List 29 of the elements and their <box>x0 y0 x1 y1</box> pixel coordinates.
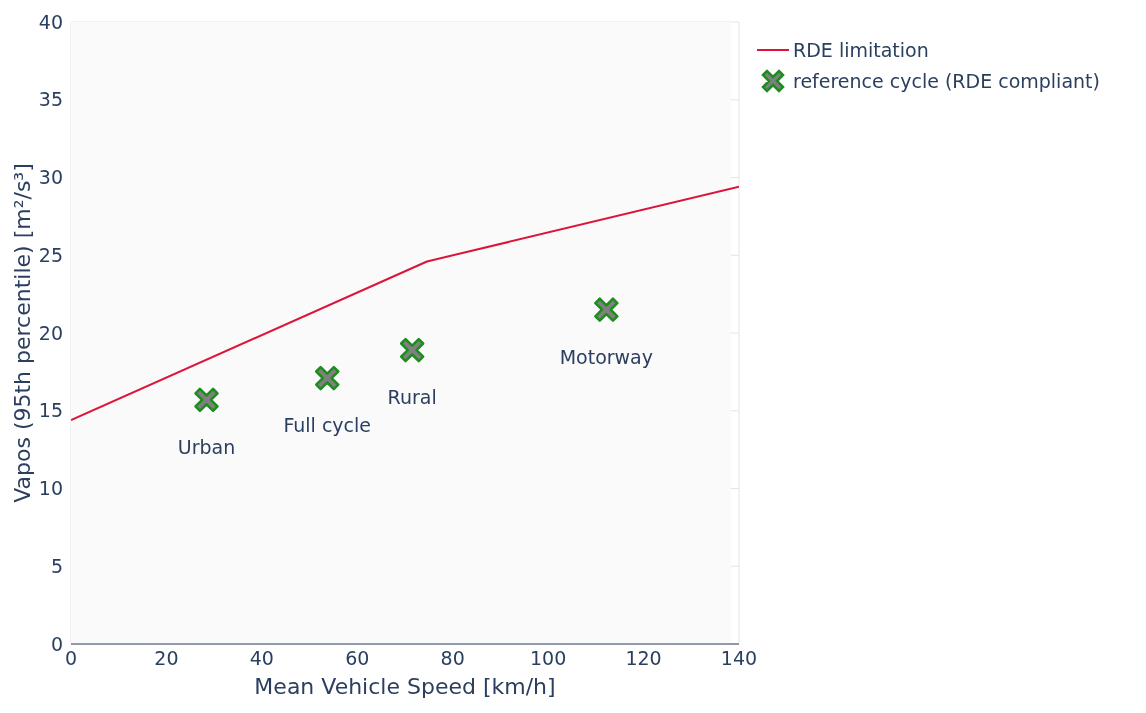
x-tick-label: 120 <box>625 647 662 670</box>
annotation: Rural <box>387 386 437 409</box>
legend-label: reference cycle (RDE compliant) <box>793 69 1100 92</box>
point <box>314 365 340 391</box>
y-tick-label: 40 <box>38 10 63 33</box>
annotation: Urban <box>177 435 236 458</box>
x-tick-label: 40 <box>249 647 274 670</box>
point <box>194 387 219 413</box>
y-tick-label: 10 <box>38 477 63 500</box>
x-tick-label: 0 <box>64 647 78 670</box>
x-tick-label: 20 <box>154 647 179 670</box>
annotation: Full cycle <box>283 414 372 437</box>
annotation: Motorway <box>559 345 654 368</box>
y-tick-label: 30 <box>38 166 63 189</box>
y-axis-title: Vapos (95th percentile) [m²/s³] <box>9 163 35 503</box>
x-tick-label: 140 <box>720 647 758 670</box>
x-tick-label: 60 <box>345 647 370 670</box>
x-tick-label: 80 <box>440 647 465 670</box>
y-tick-label: 15 <box>38 399 63 422</box>
point <box>399 337 425 363</box>
y-tick-label: 25 <box>38 243 63 266</box>
point <box>594 297 619 322</box>
x-tick-label: 100 <box>530 647 567 670</box>
y-tick-label: 35 <box>38 88 63 111</box>
y-tick-label: 0 <box>50 632 63 655</box>
y-tick-label: 20 <box>38 321 63 344</box>
legend-label: RDE limitation <box>793 38 929 61</box>
x-axis-title: Mean Vehicle Speed [km/h] <box>254 674 556 699</box>
y-tick-label: 5 <box>50 554 63 577</box>
